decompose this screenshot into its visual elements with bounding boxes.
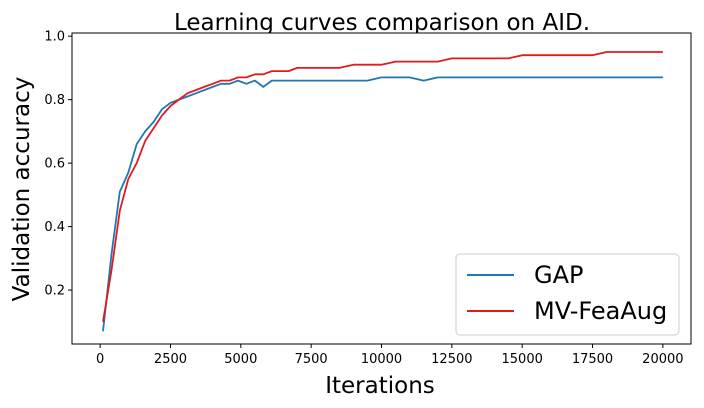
plot-lines [102,51,663,332]
y-tick-label: 0.6 [44,157,65,172]
series-line-gap [102,76,663,332]
x-tick-label: 10000 [361,352,402,367]
legend-label-mv-feaaug: MV-FeaAug [534,297,667,325]
y-axis-label: Validation accuracy [9,77,35,302]
y-tick-label: 1.0 [44,30,65,45]
x-tick-label: 15000 [502,352,543,367]
x-tick-label: 12500 [431,352,472,367]
x-tick-label: 7500 [295,352,328,367]
y-tick-label: 0.4 [44,220,65,235]
x-axis-label: Iterations [325,373,435,399]
x-tick-label: 0 [96,352,104,367]
x-tick-label: 17500 [572,352,613,367]
x-tick-label: 20000 [642,352,683,367]
chart-title: Learning curves comparison on AID. [174,10,590,36]
x-tick-label: 2500 [154,352,187,367]
y-tick-label: 0.8 [44,93,65,108]
legend-label-gap: GAP [534,261,584,289]
series-line-mv-feaaug [102,51,663,322]
legend: GAP MV-FeaAug [455,253,680,336]
x-tick-label: 5000 [224,352,257,367]
x-axis-ticks: 0 2500 5000 7500 10000 12500 15000 17500 20000 [96,344,684,367]
y-axis-ticks: 0.2 0.4 0.6 0.8 1.0 [44,30,72,299]
y-tick-label: 0.2 [44,284,65,299]
